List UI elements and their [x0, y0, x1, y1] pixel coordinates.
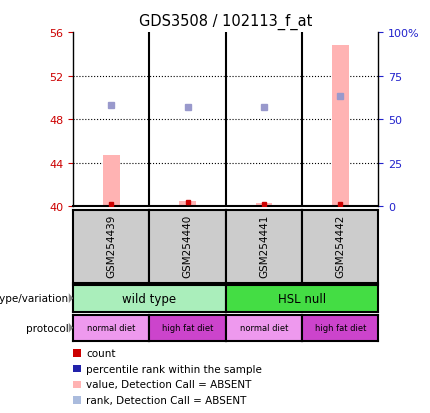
Text: GSM254441: GSM254441: [259, 214, 269, 277]
Text: high fat diet: high fat diet: [315, 323, 366, 332]
Text: percentile rank within the sample: percentile rank within the sample: [86, 364, 262, 374]
Bar: [332, 46, 349, 206]
Text: wild type: wild type: [123, 292, 176, 305]
Text: high fat diet: high fat diet: [162, 323, 213, 332]
Polygon shape: [69, 323, 73, 333]
Text: GSM254439: GSM254439: [106, 214, 116, 277]
Text: protocol: protocol: [26, 323, 69, 333]
Text: HSL null: HSL null: [278, 292, 326, 305]
Text: rank, Detection Call = ABSENT: rank, Detection Call = ABSENT: [86, 395, 246, 405]
Polygon shape: [69, 293, 73, 303]
Text: GSM254442: GSM254442: [335, 214, 345, 277]
Bar: [179, 201, 196, 206]
Text: count: count: [86, 348, 116, 358]
Text: genotype/variation: genotype/variation: [0, 293, 69, 304]
Bar: [103, 156, 120, 206]
Text: GSM254440: GSM254440: [183, 214, 193, 277]
Text: value, Detection Call = ABSENT: value, Detection Call = ABSENT: [86, 380, 252, 389]
Title: GDS3508 / 102113_f_at: GDS3508 / 102113_f_at: [139, 14, 313, 30]
Text: normal diet: normal diet: [87, 323, 135, 332]
Bar: [255, 203, 272, 206]
Text: normal diet: normal diet: [240, 323, 288, 332]
